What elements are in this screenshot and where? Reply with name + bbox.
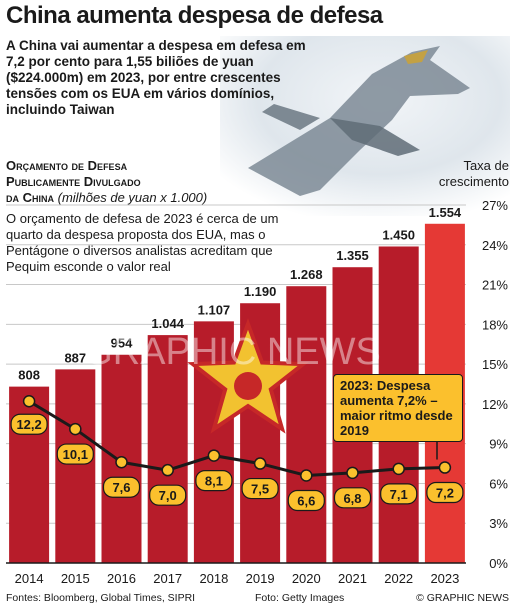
right-axis-tick-label: 24% <box>482 238 508 253</box>
subtitle-line-3: da China <box>6 190 54 205</box>
chart-subtitle: Orçamento de Defesa Publicamente Divulga… <box>6 158 266 206</box>
growth-rate-point <box>69 422 82 436</box>
growth-rate-point <box>161 463 174 477</box>
x-tick-label: 2023 <box>430 571 459 586</box>
right-axis-tick-label: 3% <box>489 516 508 531</box>
intro-text: A China vai aumentar a despesa em defesa… <box>6 38 306 117</box>
watermark: GRAPHIC NEWS <box>83 331 381 373</box>
svg-text:7,2: 7,2 <box>436 486 454 501</box>
right-axis-tick-label: 6% <box>489 476 508 491</box>
x-tick-label: 2018 <box>199 571 228 586</box>
x-tick-label: 2015 <box>61 571 90 586</box>
right-axis-tick-label: 15% <box>482 357 508 372</box>
right-axis-tick-label: 21% <box>482 278 508 293</box>
svg-text:8,1: 8,1 <box>205 474 223 489</box>
growth-rate-label: 7,6 <box>102 476 141 498</box>
bar-value-label: 1.554 <box>429 205 462 220</box>
x-tick-label: 2021 <box>338 571 367 586</box>
svg-text:10,1: 10,1 <box>63 447 88 462</box>
bar <box>55 369 96 563</box>
subtitle-line-2: Publicamente Divulgado <box>6 174 141 189</box>
growth-rate-point <box>392 462 405 476</box>
right-axis-label: Taxa de crescimento <box>438 158 509 189</box>
growth-rate-label: 7,2 <box>426 481 464 504</box>
chart-title: China aumenta despesa de defesa <box>6 2 383 29</box>
svg-text:6,8: 6,8 <box>343 491 361 506</box>
growth-rate-label: 7,1 <box>380 483 418 505</box>
right-axis-tick-label: 9% <box>489 437 508 452</box>
right-axis-tick-label: 0% <box>489 556 508 571</box>
svg-text:7,0: 7,0 <box>159 488 177 503</box>
bar-value-label: 1.044 <box>151 316 184 331</box>
callout-box: 2023: Despesa aumenta 7,2% – maior ritmo… <box>333 374 463 442</box>
right-axis-tick-label: 12% <box>482 397 508 412</box>
subtitle-line-1: Orçamento de Defesa <box>6 158 128 173</box>
growth-rate-point <box>22 394 36 408</box>
bar-value-label: 1.107 <box>198 302 231 317</box>
bar-value-label: 1.450 <box>382 227 415 242</box>
bar <box>147 335 188 563</box>
growth-rate-label: 10,1 <box>56 443 94 465</box>
right-axis-tick-label: 27% <box>482 198 508 213</box>
bar-value-label: 1.355 <box>336 248 369 263</box>
bar <box>286 286 327 563</box>
growth-rate-point <box>115 455 128 469</box>
x-tick-label: 2020 <box>292 571 321 586</box>
x-tick-label: 2017 <box>153 571 182 586</box>
bar-value-label: 1.190 <box>244 284 277 299</box>
growth-rate-point <box>300 469 313 482</box>
growth-rate-label: 7,5 <box>241 477 279 500</box>
bar-value-label: 954 <box>111 336 133 351</box>
fighter-jet-image <box>248 46 470 196</box>
x-tick-label: 2014 <box>15 571 44 586</box>
growth-rate-line <box>28 399 445 477</box>
svg-text:6,6: 6,6 <box>297 493 315 508</box>
bar-value-label: 1.268 <box>290 267 323 282</box>
svg-text:7,1: 7,1 <box>390 487 408 502</box>
bar-value-label: 808 <box>18 368 40 383</box>
growth-rate-label: 12,2 <box>10 413 48 435</box>
footer-copyright: © GRAPHIC NEWS <box>416 592 509 604</box>
growth-rate-label: 6,6 <box>287 489 325 512</box>
growth-rate-point <box>438 461 452 474</box>
growth-rate-point <box>207 449 221 462</box>
x-tick-label: 2022 <box>384 571 413 586</box>
subtitle-units: (milhões de yuan x 1.000) <box>57 190 208 205</box>
bar <box>9 386 50 563</box>
growth-rate-label: 7,0 <box>149 484 187 506</box>
growth-rate-label: 8,1 <box>195 470 233 492</box>
x-tick-label: 2016 <box>107 571 136 586</box>
note-text: O orçamento de defesa de 2023 é cerca de… <box>6 211 279 274</box>
growth-rate-point <box>346 466 359 480</box>
growth-rate-label: 6,8 <box>333 487 372 509</box>
x-tick-label: 2019 <box>246 571 275 586</box>
footer-sources: Fontes: Bloomberg, Global Times, SIPRI <box>6 592 196 604</box>
growth-rate-point <box>253 457 267 470</box>
svg-text:12,2: 12,2 <box>16 417 41 432</box>
bar-value-label: 887 <box>64 350 86 365</box>
footer-photo-credit: Foto: Getty Images <box>255 592 345 604</box>
svg-text:7,6: 7,6 <box>112 480 130 495</box>
svg-text:7,5: 7,5 <box>251 482 269 497</box>
right-axis-tick-label: 18% <box>482 317 508 332</box>
star-emblem-icon <box>187 318 309 434</box>
